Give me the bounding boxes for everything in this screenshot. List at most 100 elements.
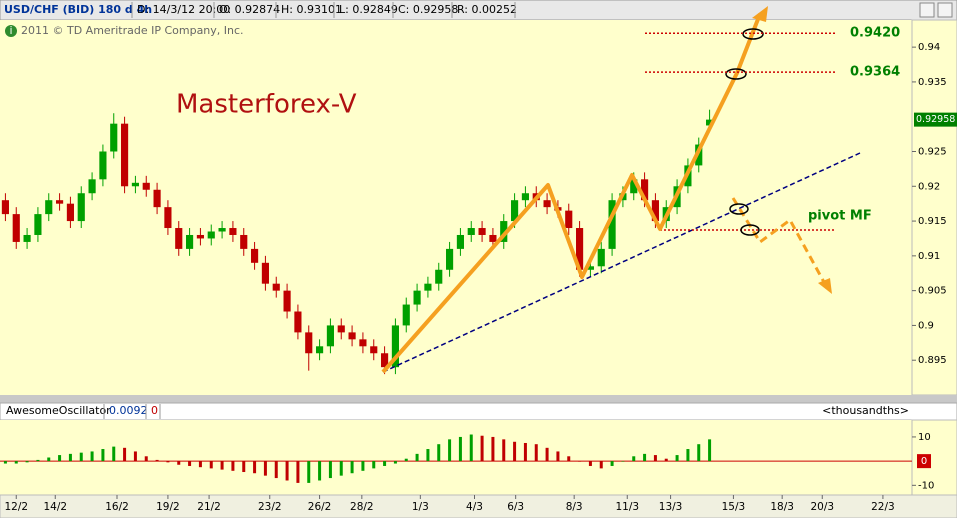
oscillator-bar: [578, 461, 582, 462]
oscillator-bar: [588, 461, 592, 466]
marker-ellipse: [729, 203, 749, 215]
candle-body: [1, 200, 9, 215]
x-tick-label: 20/3: [810, 501, 834, 513]
candle-body: [630, 179, 638, 194]
oscillator-bar: [123, 447, 127, 462]
indicator-unit: <thousandths>: [822, 404, 909, 417]
oscillator-bar: [36, 459, 40, 462]
oscillator-bar: [393, 461, 397, 464]
candle-body: [12, 214, 20, 242]
candle-body: [110, 123, 118, 152]
candle-body: [88, 179, 96, 194]
x-tick-label: 1/3: [412, 501, 429, 513]
oscillator-bar: [209, 461, 213, 469]
y-tick-label: 0.94: [918, 42, 940, 53]
oscillator-bar: [90, 451, 94, 462]
candle-body: [23, 234, 31, 242]
close: C: 0.92958: [398, 3, 458, 16]
y-tick-label: 0.9: [918, 320, 934, 331]
y-tick-label: 0.92: [918, 181, 940, 192]
high: H: 0.93101: [281, 3, 342, 16]
oscillator-bar: [458, 436, 462, 462]
x-tick-label: 22/3: [871, 501, 895, 513]
range: R: 0.00252: [457, 3, 517, 16]
candle-body: [500, 221, 508, 242]
oscillator-bar: [101, 449, 105, 462]
oscillator-bar: [448, 439, 452, 462]
candle-body: [651, 200, 659, 222]
y-axis-area: [911, 19, 957, 396]
oscillator-bar: [253, 461, 257, 474]
oscillator-bar: [513, 441, 517, 462]
oscillator-bar: [643, 453, 647, 462]
x-tick-label: 23/2: [258, 501, 282, 513]
candle-body: [565, 210, 573, 229]
x-tick-label: 16/2: [105, 501, 129, 513]
oscillator-bar: [610, 461, 614, 466]
y-tick-label: 0.895: [918, 355, 947, 366]
x-tick-label: 12/2: [4, 501, 28, 513]
alt-wave-path: [731, 197, 827, 285]
oscillator-bar: [339, 461, 343, 476]
oscillator-bar: [231, 461, 235, 471]
wave-path: [381, 13, 762, 374]
candle-body: [175, 228, 183, 249]
info-icon[interactable]: [5, 25, 17, 37]
x-tick-label: 8/3: [566, 501, 583, 513]
x-tick-label: 15/3: [722, 501, 746, 513]
candle-body: [435, 269, 443, 284]
oscillator-bar: [632, 456, 636, 462]
oscillator-bar: [296, 461, 300, 483]
chart-title: Masterforex-V: [176, 90, 357, 120]
arrow-head: [818, 278, 832, 294]
oscillator-bar: [664, 458, 668, 462]
date: D: 14/3/12 20:00: [137, 3, 230, 16]
candle-body: [348, 332, 356, 340]
oscillator-bar: [166, 461, 170, 463]
arrow-head: [752, 6, 768, 22]
candle-body: [283, 290, 291, 312]
oscillator-bar: [556, 451, 560, 462]
candle-body: [326, 325, 334, 347]
x-tick-label: 14/2: [43, 501, 67, 513]
candle-body: [641, 179, 649, 201]
candle-body: [294, 311, 302, 333]
oscillator-bar: [480, 435, 484, 462]
y-tick-label: -10: [918, 480, 934, 491]
oscillator-bar: [621, 461, 625, 462]
oscillator-bar: [263, 461, 267, 476]
candle-body: [576, 228, 584, 270]
candle-body: [381, 353, 389, 368]
oscillator-bar: [686, 449, 690, 462]
oscillator-bar: [14, 461, 18, 464]
indicator-value: 0.0092: [109, 404, 148, 417]
symbol[interactable]: USD/CHF (BID) 180 d 4h: [4, 3, 152, 16]
candle-body: [121, 123, 129, 187]
x-tick-label: 21/2: [197, 501, 221, 513]
oscillator-bar: [188, 461, 192, 466]
oscillator-bar: [502, 439, 506, 462]
candle-body: [272, 283, 280, 291]
candle-body: [45, 200, 53, 215]
oscillator: [0, 434, 912, 483]
y-tick-label: 0.935: [918, 77, 947, 88]
oscillator-bar: [79, 452, 83, 462]
oscillator-bar: [285, 461, 289, 481]
candle-body: [131, 182, 139, 187]
oscillator-bar: [25, 461, 29, 463]
restore-button[interactable]: [937, 2, 953, 18]
oscillator-bar: [307, 461, 311, 483]
candle-body: [370, 346, 378, 354]
oscillator-bar: [328, 461, 332, 479]
x-tick-label: 19/2: [156, 501, 180, 513]
candle-body: [66, 203, 74, 222]
candle-body: [77, 193, 85, 222]
pivot-label: pivot MF: [808, 209, 872, 224]
minimize-button[interactable]: [919, 2, 935, 18]
oscillator-bar: [112, 446, 116, 462]
candle-body: [489, 234, 497, 242]
price-tag-label: 0.92958: [916, 114, 955, 125]
candle-body: [186, 234, 194, 249]
candle-body: [706, 119, 714, 126]
x-tick-label: 6/3: [507, 501, 524, 513]
